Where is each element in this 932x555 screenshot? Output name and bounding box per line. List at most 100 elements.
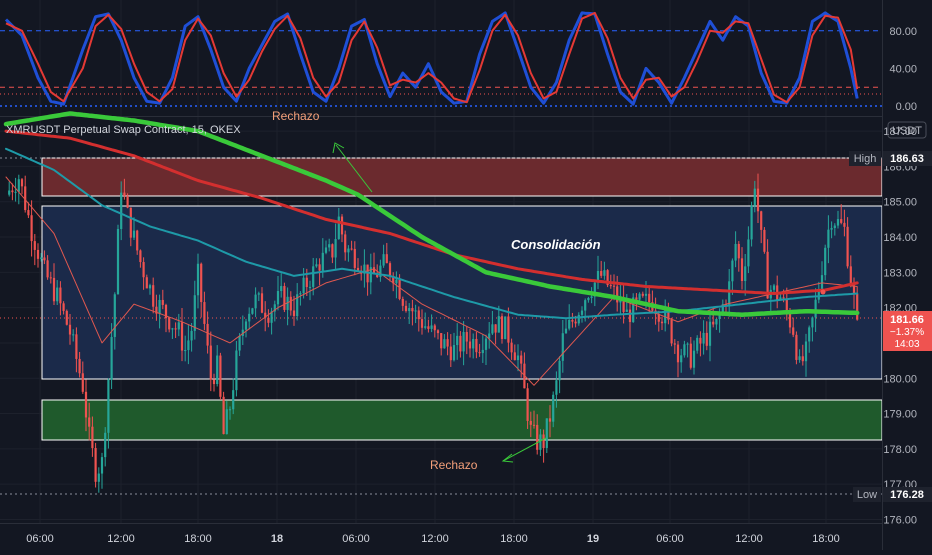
candle-body [292,310,296,317]
candle-body [462,332,465,352]
candle-body [254,294,257,309]
candle-body [539,434,542,450]
candle-body [228,409,232,411]
candle-body [302,277,305,294]
time-tick-label: 06:00 [656,533,684,545]
candle-body [107,379,110,433]
candle-body [561,333,564,361]
candle-body [123,192,126,197]
candle-body [174,328,177,330]
candle-body [257,293,260,295]
candle-body [558,360,561,381]
candle-body [852,285,856,294]
axis-background [882,0,932,523]
candle-body [260,293,264,313]
candle-body [126,196,129,208]
candle-body [171,328,174,330]
candle-body [452,345,456,361]
candle-body [817,290,820,300]
candle-body [568,319,571,329]
candle-body [676,344,680,363]
candle-body [308,286,312,288]
time-tick-label: 18:00 [184,533,212,545]
candle-body [168,318,171,330]
candle-body [721,304,724,314]
candle-body [180,322,184,351]
candle-body [459,335,462,352]
candle-body [241,329,244,336]
candle-body [804,341,808,362]
candle-body [276,291,280,305]
candle-body [715,319,718,325]
oscillator-lines [4,11,859,106]
candle-body [222,396,225,435]
candle-body [142,262,145,278]
candle-body [609,285,612,287]
candle-body [795,334,798,360]
candle-body [46,260,49,278]
candle-body [350,248,353,250]
candle-body [334,239,337,258]
candle-body [638,293,641,300]
time-tick-label: 18:00 [500,533,528,545]
candle-body [593,282,596,297]
candle-body [328,244,331,248]
osc-tick-label: 40.00 [889,63,917,75]
candle-body [56,287,59,302]
candle-body [510,342,513,353]
candle-body [552,394,555,422]
time-tick-label: 19 [587,533,599,545]
candle-body [14,191,17,193]
candle-body [235,350,238,391]
candle-body [62,303,65,311]
price-tick-label: 179.00 [883,409,917,421]
candle-body [545,418,548,448]
candle-body [840,219,843,223]
candle-body [468,341,472,349]
candle-body [744,266,747,282]
candle-body [382,254,385,266]
candle-body [8,190,11,195]
low-label: Low [857,489,877,501]
candle-body [369,267,372,283]
candle-body [411,308,414,312]
candle-body [430,325,433,329]
osc-tick-label: 0.00 [896,101,917,113]
high-badge: High 186.63 [849,151,932,166]
candle-body [145,277,148,289]
candle-body [72,334,75,336]
candle-body [811,317,814,328]
price-tick-label: 176.00 [883,514,917,526]
candle-body [689,343,692,368]
candle-body [673,343,676,345]
candle-body [827,229,830,248]
candle-body [625,309,628,312]
candle-body [494,324,497,333]
candle-body [443,339,446,349]
time-tick-label: 06:00 [26,533,54,545]
candle-body [632,297,635,323]
candle-body [737,243,740,259]
candle-body [27,210,30,216]
change-percent: −1.37% [890,327,924,338]
candle-body [408,308,411,312]
time-tick-labels: 06:00 12:00 18:00 18 06:00 12:00 18:00 19 06:00 1… [26,533,840,545]
candle-body [513,352,516,361]
candle-body [398,279,401,299]
candle-body [785,298,788,312]
candle-body [376,274,379,278]
high-label: High [854,153,877,165]
candle-body [209,345,212,380]
rejection-top-label: Rechazo [272,109,320,123]
candle-body [238,335,241,351]
time-axis[interactable]: 06:00 12:00 18:00 18 06:00 12:00 18:00 19 06:00 1… [0,523,882,550]
candle-body [616,286,619,303]
candle-body [628,309,632,323]
candle-body [644,293,648,296]
candle-body [52,277,56,302]
candle-body [280,286,283,292]
currency-badge-box[interactable] [887,121,927,139]
high-value: 186.63 [890,153,924,165]
